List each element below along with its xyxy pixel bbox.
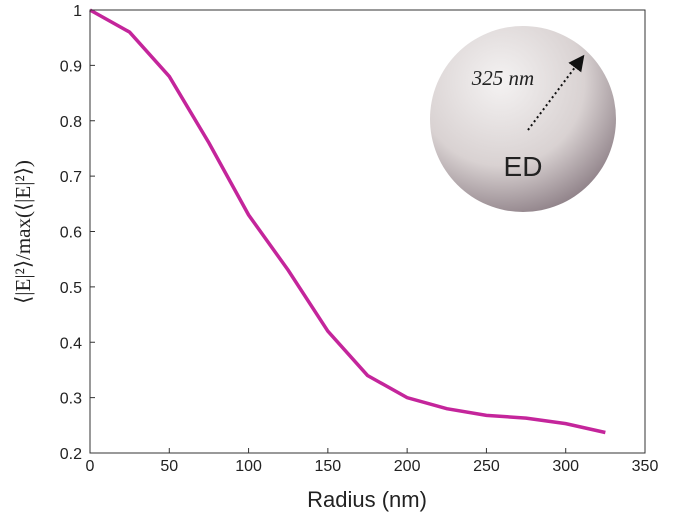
- x-tick-label: 50: [160, 458, 178, 475]
- data-line: [89, 8, 606, 435]
- y-tick-label: 0.6: [60, 225, 82, 242]
- x-tick-label: 0: [86, 458, 95, 475]
- x-tick-label: 300: [552, 458, 579, 475]
- y-tick-label: 0.8: [60, 114, 82, 131]
- x-axis-label: Radius (nm): [307, 487, 427, 512]
- x-tick-label: 350: [632, 458, 659, 475]
- sphere: [430, 26, 616, 212]
- y-tick-label: 0.9: [60, 58, 82, 75]
- x-tick-label: 200: [394, 458, 421, 475]
- x-tick-label: 150: [315, 458, 342, 475]
- y-tick-label: 0.7: [60, 169, 82, 186]
- radius-annotation: 325 nm: [471, 66, 534, 90]
- y-tick-label: 0.3: [60, 391, 82, 408]
- mode-annotation: ED: [504, 151, 543, 182]
- y-tick-label: 0.2: [60, 446, 82, 463]
- y-axis-label: ⟨|E|²⟩/max(⟨|E|²⟩): [11, 160, 35, 304]
- radius-arrow: [527, 54, 585, 131]
- y-tick-label: 0.5: [60, 280, 82, 297]
- y-tick-label: 0.4: [60, 335, 82, 352]
- y-tick-label: 1: [73, 3, 82, 20]
- x-tick-label: 250: [473, 458, 500, 475]
- x-tick-label: 100: [235, 458, 262, 475]
